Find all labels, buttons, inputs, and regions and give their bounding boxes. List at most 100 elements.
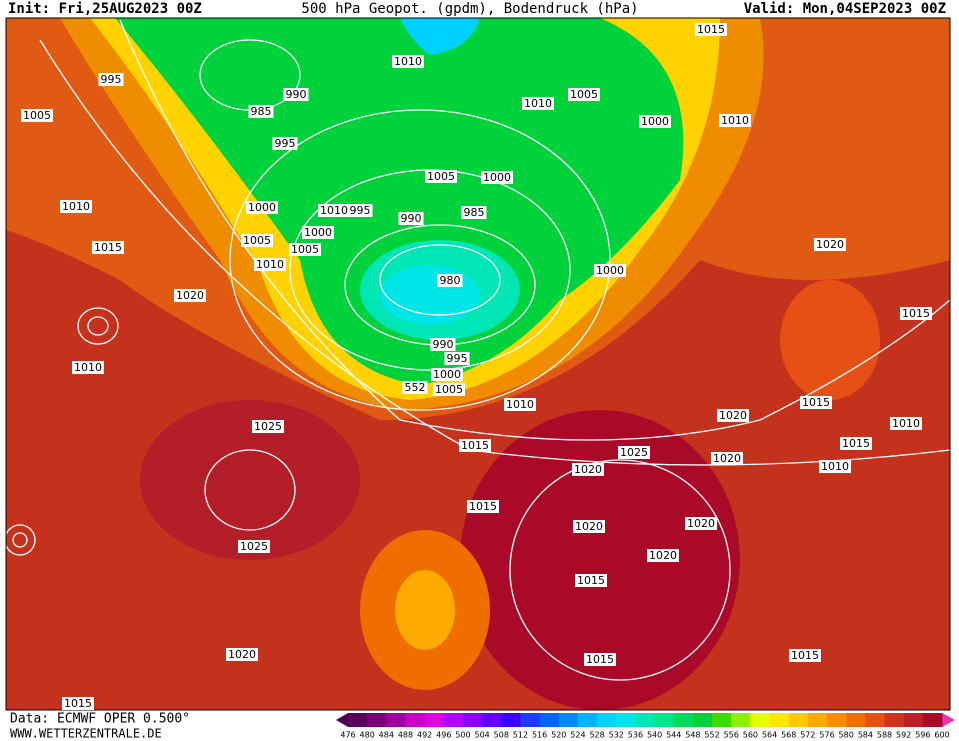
- colorbar-swatch: [865, 713, 886, 727]
- colorbar-label: 516: [532, 731, 547, 740]
- isobar-label-box: [430, 338, 456, 351]
- isobar-label: 1025: [238, 540, 270, 553]
- colorbar-label: 556: [724, 731, 739, 740]
- colorbar-label: 576: [819, 731, 834, 740]
- isobar-label-text: 1025: [254, 420, 282, 433]
- isobar-label-text: 995: [101, 73, 122, 86]
- isobar-label: 1025: [618, 446, 650, 459]
- isobar-label: 1010: [719, 114, 751, 127]
- colorbar-label: 536: [628, 731, 643, 740]
- isobar-label-text: 1010: [524, 97, 552, 110]
- isobar-label-text: 1010: [394, 55, 422, 68]
- isobar-label-text: 1020: [719, 409, 747, 422]
- isobar-label: 1010: [318, 204, 350, 217]
- colorbar-swatch: [712, 713, 732, 727]
- isobar-label-text: 1015: [461, 439, 489, 452]
- legend-arrow-right: [942, 713, 955, 727]
- isobar-label-box: [594, 264, 626, 277]
- isobar-label-text: 1010: [721, 114, 749, 127]
- colorbar-label: 548: [685, 731, 700, 740]
- isobar-label-text: 1025: [620, 446, 648, 459]
- isobar-label: 1015: [800, 396, 832, 409]
- isobar-label-text: 1015: [902, 307, 930, 320]
- isobar-label-text: 1020: [575, 520, 603, 533]
- isobar-label-box: [504, 398, 536, 411]
- colorbar-swatch: [616, 713, 636, 727]
- colorbar-swatch: [482, 713, 502, 727]
- isobar-label-text: 1020: [687, 517, 715, 530]
- isobar-label-box: [402, 381, 428, 394]
- isobar-label-text: 1015: [842, 437, 870, 450]
- isobar-label-text: 995: [447, 352, 468, 365]
- colorbar: 476 480 484 488 492 496 500 504 508 512 516 520 524 5…: [340, 713, 950, 740]
- isobar-label-box: [459, 439, 491, 452]
- colorbar-label: 520: [551, 731, 566, 740]
- isobar-label-box: [461, 206, 487, 219]
- isobar-label: 985: [461, 206, 487, 219]
- isobar-label-text: 990: [433, 338, 454, 351]
- isobar-label-box: [639, 115, 671, 128]
- isobar-label: 1005: [433, 383, 465, 396]
- isobar-label-box: [900, 307, 932, 320]
- isobar-label: 1000: [639, 115, 671, 128]
- isobar-label-text: 1015: [697, 23, 725, 36]
- isobar-label: 1020: [572, 463, 604, 476]
- isobar-label-text: 1010: [506, 398, 534, 411]
- init-time: Init: Fri,25AUG2023 00Z: [8, 1, 202, 17]
- isobar-label-text: 1000: [483, 171, 511, 184]
- isobar-label-text: 1005: [427, 170, 455, 183]
- isobar-label: 980: [437, 274, 463, 287]
- isobar-label-text: 985: [251, 105, 272, 118]
- isobar-label-text: 980: [440, 274, 461, 287]
- colorbar-label: 572: [800, 731, 815, 740]
- isobar-label: 1020: [814, 238, 846, 251]
- isobar-label: 1015: [584, 653, 616, 666]
- colorbar-swatch: [654, 713, 675, 727]
- isobar-label: 1020: [647, 549, 679, 562]
- isobar-label: 1010: [254, 258, 286, 271]
- isobar-label-box: [392, 55, 424, 68]
- isobar-label-box: [695, 23, 727, 36]
- isobar-label: 1005: [21, 109, 53, 122]
- isobar-label-text: 1020: [574, 463, 602, 476]
- map-frame: [5, 17, 951, 711]
- isobar-label-text: 995: [350, 204, 371, 217]
- colorbar-swatch: [673, 713, 694, 727]
- isobar-label-text: 1020: [649, 549, 677, 562]
- colorbar-label: 568: [781, 731, 796, 740]
- isobar-label: 1015: [789, 649, 821, 662]
- colorbar-label: 532: [609, 731, 624, 740]
- isobar-label-text: 1020: [228, 648, 256, 661]
- isobar-label: 1010: [890, 417, 922, 430]
- colorbar-label: 496: [436, 731, 451, 740]
- isobar-label: 1010: [522, 97, 554, 110]
- isobar-label: 1005: [568, 88, 600, 101]
- isobar-label: 1000: [431, 368, 463, 381]
- colorbar-label: 488: [398, 731, 413, 740]
- isobar-label-box: [719, 114, 751, 127]
- colorbar-label: 480: [360, 731, 375, 740]
- isobar-label-text: 1020: [816, 238, 844, 251]
- colorbar-label: 584: [858, 731, 873, 740]
- colorbar-label: 508: [494, 731, 509, 740]
- isobar-label-text: 1015: [791, 649, 819, 662]
- field-cyan-core: [380, 265, 480, 325]
- isobar-label-box: [840, 437, 872, 450]
- isobar-label: 995: [272, 137, 298, 150]
- isobar-label: 1025: [252, 420, 284, 433]
- isobar-label-text: 990: [286, 88, 307, 101]
- colorbar-swatch: [539, 713, 560, 727]
- colorbar-swatch: [558, 713, 579, 727]
- colorbar-swatch: [462, 713, 483, 727]
- isobar-label: 1000: [246, 201, 278, 214]
- isobar-label: 1000: [302, 226, 334, 239]
- valid-time: Valid: Mon,04SEP2023 00Z: [744, 1, 946, 17]
- isobar-label-text: 995: [275, 137, 296, 150]
- isobar-label: 1015: [92, 241, 124, 254]
- colorbar-label: 500: [455, 731, 470, 740]
- isobar-label-box: [62, 697, 94, 710]
- isobar-label-box: [572, 463, 604, 476]
- isobar-label-box: [431, 368, 463, 381]
- isobar-label: 1005: [289, 243, 321, 256]
